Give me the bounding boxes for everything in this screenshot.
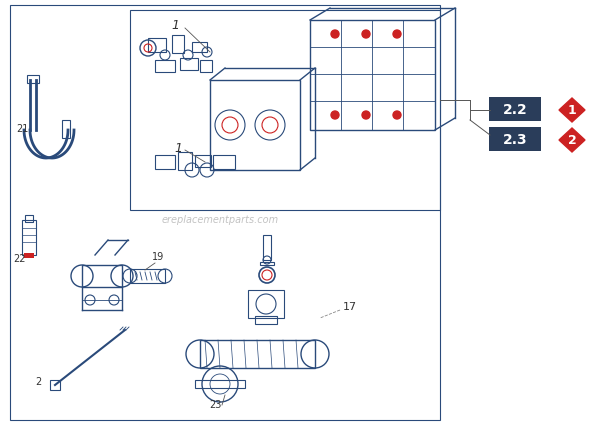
- Circle shape: [331, 30, 339, 38]
- Bar: [260, 262, 274, 265]
- Text: 2: 2: [35, 377, 41, 387]
- Text: 1: 1: [174, 142, 182, 155]
- Bar: [172, 35, 184, 53]
- Circle shape: [362, 111, 370, 119]
- Bar: [130, 269, 165, 283]
- Bar: [178, 152, 192, 170]
- Polygon shape: [559, 128, 585, 152]
- Text: 2.3: 2.3: [503, 133, 527, 147]
- Bar: [200, 340, 315, 368]
- Bar: [195, 380, 245, 388]
- Bar: [82, 265, 122, 287]
- Text: 2.2: 2.2: [503, 103, 527, 117]
- Bar: [50, 380, 60, 390]
- Bar: [155, 155, 175, 169]
- Bar: [24, 253, 34, 258]
- Text: 2: 2: [568, 133, 576, 147]
- Bar: [25, 215, 33, 222]
- Circle shape: [331, 111, 339, 119]
- FancyBboxPatch shape: [489, 127, 541, 151]
- Bar: [255, 316, 277, 324]
- Circle shape: [393, 111, 401, 119]
- Bar: [213, 155, 235, 169]
- Text: 1: 1: [568, 104, 576, 116]
- Bar: [180, 58, 198, 70]
- Bar: [10, 5, 440, 420]
- Text: 17: 17: [343, 302, 357, 312]
- Circle shape: [393, 30, 401, 38]
- Text: 21: 21: [16, 124, 28, 134]
- Text: 23: 23: [209, 400, 221, 410]
- Bar: [62, 120, 70, 138]
- Text: 22: 22: [14, 254, 26, 264]
- Bar: [195, 155, 211, 167]
- Bar: [263, 235, 271, 260]
- FancyBboxPatch shape: [489, 97, 541, 121]
- Bar: [248, 290, 284, 318]
- Text: ereplacementparts.com: ereplacementparts.com: [162, 215, 278, 225]
- Bar: [192, 42, 207, 52]
- Text: 19: 19: [152, 252, 164, 262]
- Bar: [22, 220, 36, 255]
- Bar: [310, 20, 435, 130]
- Bar: [200, 60, 212, 72]
- Polygon shape: [559, 98, 585, 122]
- Bar: [148, 38, 166, 52]
- Bar: [155, 60, 175, 72]
- Bar: [210, 80, 300, 170]
- Circle shape: [362, 30, 370, 38]
- Bar: [27, 75, 39, 83]
- Text: 1: 1: [171, 19, 179, 31]
